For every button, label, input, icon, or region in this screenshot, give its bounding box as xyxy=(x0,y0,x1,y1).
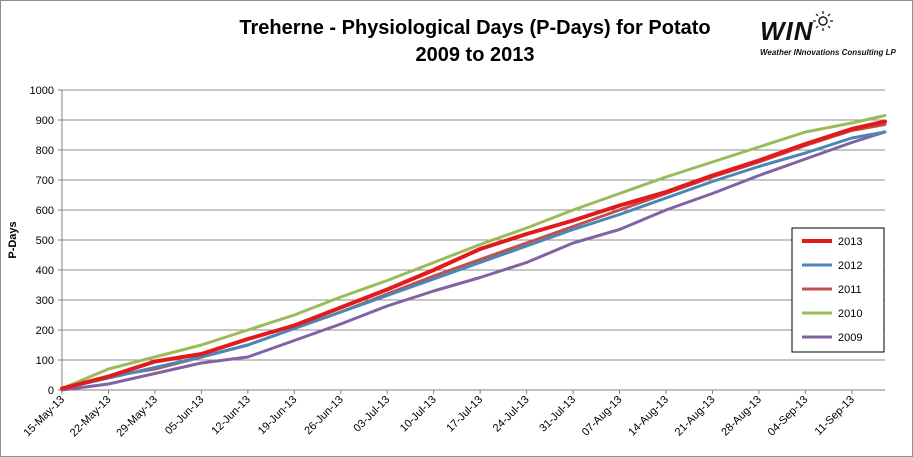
x-tick-label: 21-Aug-13 xyxy=(673,394,718,439)
y-tick-label: 300 xyxy=(36,295,54,307)
x-tick-label: 05-Jun-13 xyxy=(163,394,207,438)
x-tick-label: 14-Aug-13 xyxy=(626,394,671,439)
sun-icon xyxy=(813,11,833,31)
y-tick-label: 0 xyxy=(48,385,54,397)
series-line-2013 xyxy=(60,119,887,391)
x-tick-label: 10-Jul-13 xyxy=(398,394,439,435)
x-tick-label: 11-Sep-13 xyxy=(813,394,857,438)
x-tick-label: 12-Jun-13 xyxy=(209,394,253,438)
x-tick-label: 24-Jul-13 xyxy=(491,394,532,435)
y-tick-label: 800 xyxy=(36,145,54,157)
x-tick-label: 22-May-13 xyxy=(68,394,114,440)
legend-label: 2012 xyxy=(838,260,862,272)
x-tick-label: 19-Jun-13 xyxy=(256,394,300,438)
x-tick-label: 15-May-13 xyxy=(21,394,67,440)
series-line-2012 xyxy=(60,130,887,390)
x-tick-label: 07-Aug-13 xyxy=(580,394,625,439)
series-line-2009 xyxy=(60,130,887,392)
x-tick-label: 28-Aug-13 xyxy=(719,394,764,439)
x-tick-label: 03-Jul-13 xyxy=(351,394,392,435)
y-tick-label: 1000 xyxy=(30,85,54,97)
x-tick-label: 31-Jul-13 xyxy=(537,394,578,435)
legend-label: 2010 xyxy=(838,308,862,320)
x-tick-label: 26-Jun-13 xyxy=(302,394,346,438)
x-tick-label: 29-May-13 xyxy=(114,394,160,440)
logo-text: WIN xyxy=(760,16,814,46)
y-tick-label: 400 xyxy=(36,265,54,277)
legend-label: 2013 xyxy=(838,236,862,248)
y-tick-label: 600 xyxy=(36,205,54,217)
y-tick-label: 900 xyxy=(36,115,54,127)
win-logo: WIN Weather INnovations Consulting LP xyxy=(760,10,910,64)
x-tick-label: 04-Sep-13 xyxy=(766,394,811,439)
y-axis-label: P-Days xyxy=(7,221,19,258)
legend-label: 2011 xyxy=(838,284,862,296)
series-line-2010 xyxy=(60,114,887,390)
y-tick-label: 500 xyxy=(36,235,54,247)
y-tick-label: 700 xyxy=(36,175,54,187)
y-tick-label: 100 xyxy=(36,355,54,367)
chart-title-line: 2009 to 2013 xyxy=(416,44,535,66)
x-tick-label: 17-Jul-13 xyxy=(444,394,485,435)
chart-title-line: Treherne - Physiological Days (P-Days) f… xyxy=(239,17,710,39)
legend-label: 2009 xyxy=(838,332,862,344)
y-tick-label: 200 xyxy=(36,325,54,337)
logo-subtitle: Weather INnovations Consulting LP xyxy=(760,48,896,57)
